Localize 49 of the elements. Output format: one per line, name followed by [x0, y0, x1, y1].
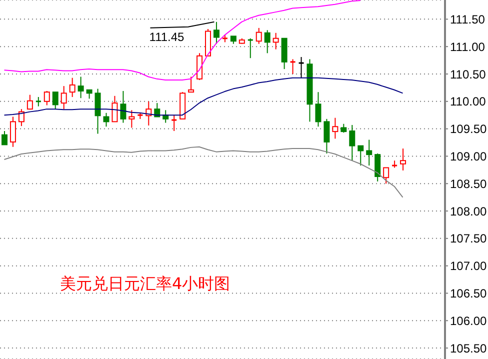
y-tick-label: 106.50	[450, 286, 488, 300]
y-tick-label: 111.00	[450, 40, 486, 54]
candlestick	[324, 118, 330, 154]
candlestick	[78, 76, 84, 99]
candlestick	[2, 130, 8, 146]
candlestick	[44, 90, 50, 106]
candlestick	[120, 90, 126, 124]
candlestick	[103, 112, 110, 128]
candlestick	[366, 139, 372, 166]
y-tick-label: 107.50	[450, 232, 488, 246]
candlestick	[281, 38, 288, 70]
candlestick	[94, 88, 101, 134]
candlestick	[332, 117, 338, 140]
candlestick	[112, 95, 118, 122]
candlestick	[35, 96, 42, 107]
y-tick-label: 105.50	[450, 341, 488, 356]
y-tick-label: 111.50	[450, 12, 486, 26]
candlestick	[358, 145, 364, 166]
candlestick	[374, 152, 381, 182]
candlestick	[264, 30, 270, 54]
candlestick	[69, 77, 76, 98]
candlestick	[10, 116, 16, 148]
annotation: 111.45	[149, 30, 185, 44]
candlestick	[383, 167, 390, 184]
candlestick	[247, 38, 254, 59]
candlestick	[290, 58, 296, 74]
y-tick-label: 110.50	[450, 67, 486, 82]
candlestick	[256, 27, 262, 44]
candlestick	[315, 92, 322, 128]
candlestick	[213, 21, 220, 44]
candlestick	[272, 32, 279, 50]
line-series	[4, 0, 361, 81]
y-tick-label: 110.00	[450, 94, 486, 109]
candlestick	[52, 92, 58, 110]
candlestick	[400, 148, 406, 171]
candlestick	[60, 86, 67, 110]
y-tick-label: 108.00	[450, 204, 488, 218]
y-tick-label: 109.00	[450, 149, 488, 164]
candlestick	[170, 114, 178, 132]
y-tick-label: 109.50	[450, 122, 488, 136]
y-tick-label: 108.50	[450, 176, 488, 191]
candlestick	[349, 124, 356, 162]
candlestick	[26, 94, 33, 110]
candlestick	[128, 110, 135, 128]
candlestick	[188, 76, 194, 93]
candlestick	[298, 56, 305, 78]
y-tick-label: 107.00	[450, 259, 488, 274]
text: 美元兑日元汇率4小时图	[60, 274, 230, 295]
y-tick-label: 106.00	[450, 314, 488, 328]
